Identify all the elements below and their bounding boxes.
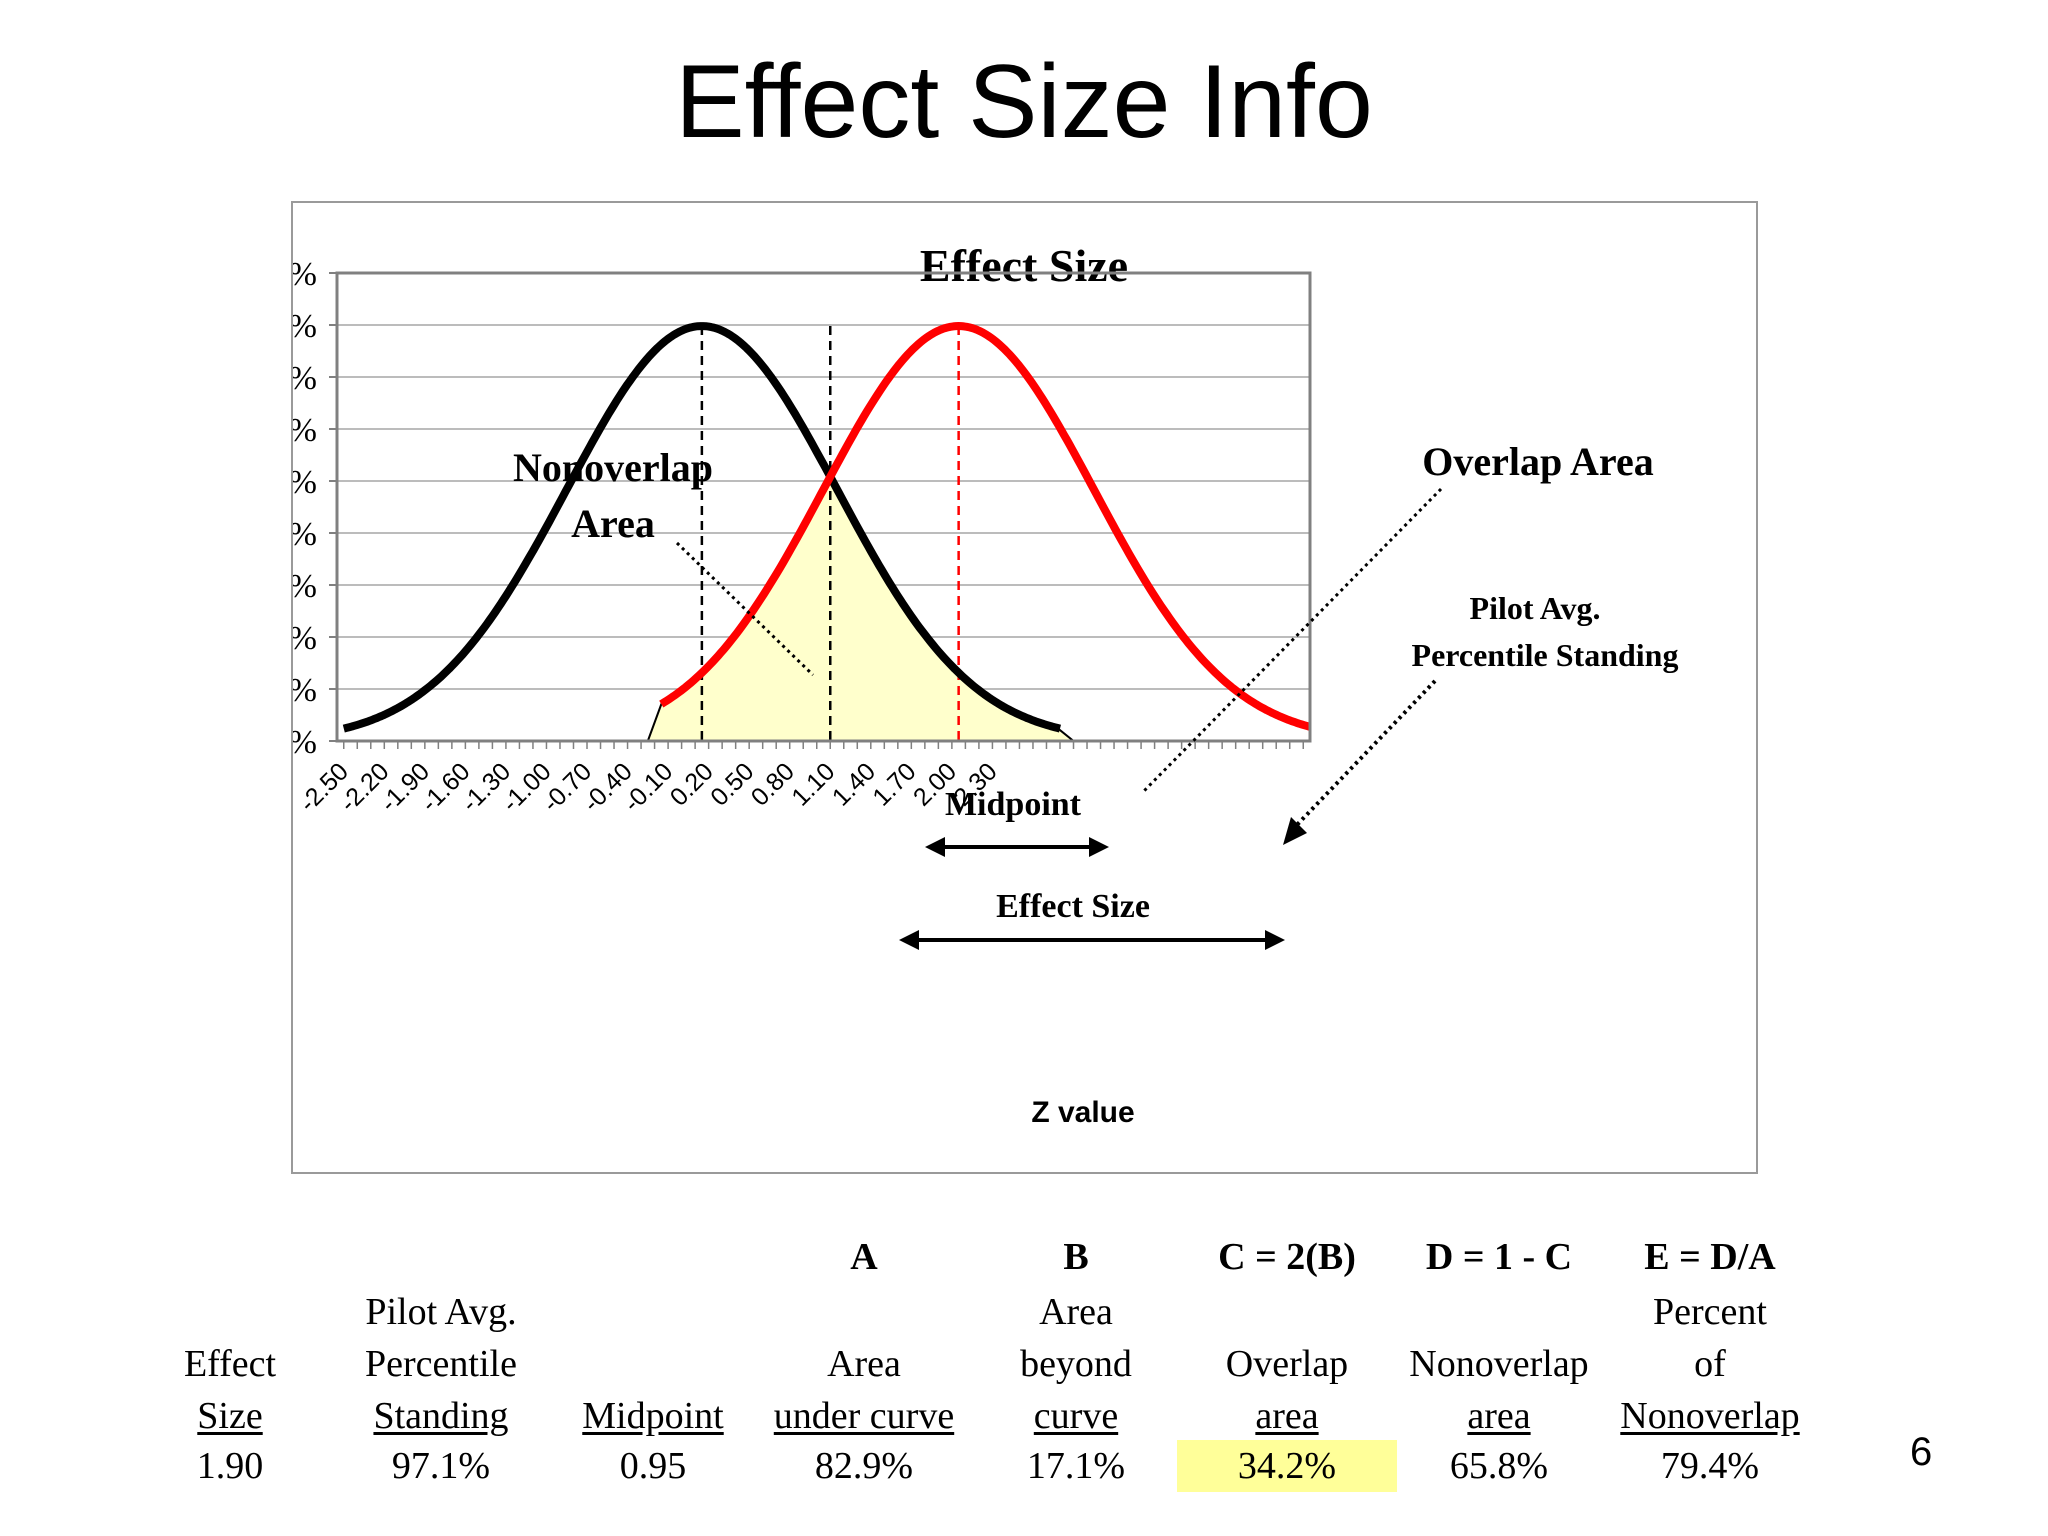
pilot-arrowhead [1283, 817, 1307, 845]
column-label-line1 [1389, 1286, 1609, 1338]
column-label-line1 [120, 1286, 340, 1338]
x-tick-label: 0.80 [746, 757, 800, 811]
column-formula-header: D = 1 - C [1425, 1236, 1573, 1278]
x-tick-label: 0.20 [665, 757, 719, 811]
distribution-curves [342, 322, 1312, 733]
column-formula-header: A [850, 1236, 878, 1278]
page-number: 6 [1910, 1430, 1933, 1474]
x-axis-label: Z value [1031, 1096, 1134, 1129]
column-value: 65.8% [1449, 1445, 1549, 1487]
column-label-line2: Overlap [1225, 1343, 1349, 1385]
slide-title: Effect Size Info [675, 44, 1373, 160]
y-tick-label: 1.5% [293, 568, 317, 605]
column-formula-header [543, 1234, 763, 1280]
x-tick-label: 1.10 [786, 757, 840, 811]
column-value: 17.1% [1026, 1445, 1126, 1487]
column-label-line3: Size [197, 1395, 263, 1437]
column-label-line1: Pilot Avg. [365, 1291, 517, 1333]
y-tick-label: 0.5% [293, 672, 317, 709]
column-value: 1.90 [196, 1445, 264, 1487]
column-label-line3: curve [1033, 1395, 1119, 1437]
y-tick-label: 3.0% [293, 412, 317, 449]
y-tick-label: 2.0% [293, 516, 317, 553]
column-value: 97.1% [391, 1445, 491, 1487]
column-label-line3: area [1467, 1395, 1531, 1437]
effect-size-stats-table: Effect Size 1.90 Pilot Avg. Percentile S… [120, 1222, 1820, 1492]
column-label-line3: Midpoint [582, 1395, 724, 1437]
column-value-highlighted: 34.2% [1177, 1440, 1397, 1492]
pilot-pointer [1291, 679, 1437, 831]
column-formula-header [331, 1234, 551, 1280]
column-label-line2: beyond [1020, 1343, 1132, 1385]
column-label-line1 [543, 1286, 763, 1338]
overlap-label: Overlap Area [1422, 439, 1653, 484]
y-tick-label: 0.0% [293, 724, 317, 761]
column-label-line1: Area [1039, 1291, 1113, 1333]
column-value: 79.4% [1660, 1445, 1760, 1487]
midpoint-label: Midpoint [945, 786, 1082, 823]
chart-frame: Effect Size 0.0% 0.5% 1.0% 1.5% 2.0% 2.5% 3.0%… [291, 201, 1758, 1174]
column-label-line1: Percent [1653, 1291, 1767, 1333]
overlap-pointer [1142, 487, 1443, 793]
plot-area-border [335, 271, 1312, 743]
y-tick-label: 4.0% [293, 308, 317, 345]
column-formula-header: B [1063, 1236, 1089, 1278]
column-label-line1 [1177, 1286, 1397, 1338]
column-label-line2: Effect [183, 1343, 277, 1385]
overlap-fill [646, 474, 1077, 742]
pilot-label-line2: Percentile Standing [1412, 637, 1679, 673]
column-value: 0.95 [619, 1445, 687, 1487]
pilot-curve [659, 322, 1312, 731]
column-label-line1 [754, 1286, 974, 1338]
x-axis-ticks: -2.50-2.20-1.90-1.60-1.30-1.00-0.70-0.40… [294, 741, 1304, 818]
x-tick-label: 0.50 [705, 757, 759, 811]
effect-size-arrowhead-left [899, 930, 919, 950]
x-tick-label: 1.70 [867, 757, 921, 811]
y-tick-label: 2.5% [293, 464, 317, 501]
x-tick-label: 1.40 [827, 757, 881, 811]
column-label-line2: Area [827, 1343, 901, 1385]
y-tick-label: 3.5% [293, 360, 317, 397]
column-value: 82.9% [814, 1445, 914, 1487]
y-tick-label: 1.0% [293, 620, 317, 657]
column-label-line3: Nonoverlap [1620, 1395, 1800, 1437]
chart-title: Effect Size [920, 240, 1128, 291]
column-label-line3: area [1255, 1395, 1319, 1437]
y-axis-ticks: 0.0% 0.5% 1.0% 1.5% 2.0% 2.5% 3.0% 3.5% 4.0% 4.5% [293, 256, 337, 761]
nonoverlap-label-line2: Area [571, 501, 655, 546]
pilot-label-line1: Pilot Avg. [1470, 590, 1601, 626]
column-label-line3: under curve [773, 1395, 955, 1437]
column-formula-header [120, 1234, 340, 1280]
effect-size-label: Effect Size [996, 888, 1150, 925]
effect-size-arrowhead-right [1265, 930, 1285, 950]
column-label-line3: Standing [373, 1395, 509, 1437]
effect-size-chart: Effect Size 0.0% 0.5% 1.0% 1.5% 2.0% 2.5% 3.0%… [293, 240, 1679, 1129]
midpoint-arrowhead-left [925, 837, 945, 857]
column-formula-header: C = 2(B) [1218, 1236, 1356, 1278]
nonoverlap-label-line1: Nonoverlap [513, 445, 713, 490]
comparison-curve [342, 322, 1062, 733]
column-formula-header: E = D/A [1644, 1236, 1776, 1278]
y-tick-label: 4.5% [293, 256, 317, 293]
column-label-line2 [543, 1338, 763, 1390]
column-label-line2: Nonoverlap [1409, 1343, 1589, 1385]
column-label-line2: Percentile [365, 1343, 517, 1385]
midpoint-arrowhead-right [1089, 837, 1109, 857]
overlap-area-fill [646, 474, 1077, 742]
column-label-line2: of [1694, 1343, 1726, 1385]
